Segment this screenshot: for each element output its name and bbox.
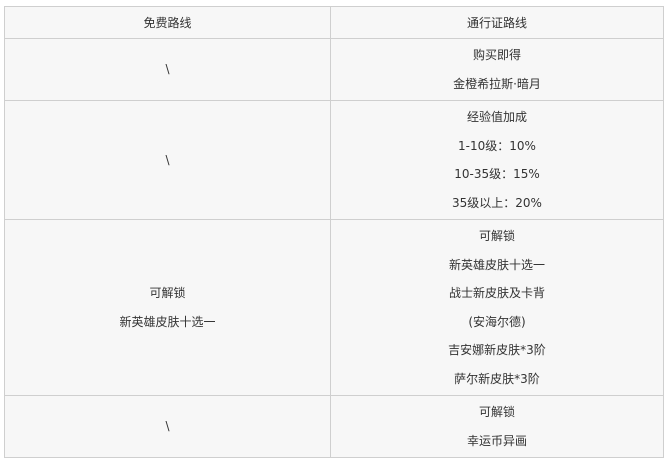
- cell-line: 10-35级：15%: [454, 167, 540, 181]
- cell-line: 新英雄皮肤十选一: [119, 314, 216, 329]
- cell-line: \: [165, 62, 170, 77]
- cell-line: 新英雄皮肤十选一: [448, 257, 545, 272]
- cell-line: 吉安娜新皮肤*3阶: [448, 343, 546, 357]
- free-route-cell: \: [4, 100, 331, 220]
- table-row: 可解锁 新英雄皮肤十选一 可解锁 新英雄皮肤十选一 战士新皮肤及卡背 (安海尔德) 吉安娜新…: [4, 219, 664, 396]
- cell-line: 购买即得: [472, 48, 521, 62]
- pass-route-cell: 可解锁 幸运币异画: [330, 395, 664, 458]
- cell-line: 萨尔新皮肤*3阶: [454, 371, 540, 386]
- table-row: \ 购买即得金橙希拉斯·暗月: [4, 38, 664, 101]
- battle-pass-rewards-table: 免费路线 通行证路线 \ 购买即得金橙希拉斯·暗月 \ 经验值加成 1-10级：10% 1…: [4, 6, 664, 458]
- cell-line: 可解锁: [478, 405, 515, 419]
- header-row: 免费路线 通行证路线: [4, 6, 664, 39]
- header-pass-route: 通行证路线: [330, 6, 664, 39]
- free-route-cell: \: [4, 38, 331, 101]
- free-route-cell: \: [4, 395, 331, 458]
- cell-line: (安海尔德): [468, 314, 526, 329]
- cell-line: \: [165, 152, 170, 167]
- table-row: \ 经验值加成 1-10级：10% 10-35级：15% 35级以上：20%: [4, 100, 664, 220]
- free-route-cell: 可解锁新英雄皮肤十选一: [4, 219, 331, 396]
- cell-line: 可解锁: [149, 286, 186, 300]
- table-row: \ 可解锁幸运币异画: [4, 395, 664, 458]
- pass-route-cell: 经验值加成 1-10级：10% 10-35级：15% 35级以上：20%: [330, 100, 664, 220]
- cell-line: 幸运币异画: [466, 433, 527, 448]
- cell-line: 战士新皮肤及卡背: [448, 286, 545, 300]
- pass-route-cell: 购买即得金橙希拉斯·暗月: [330, 38, 664, 101]
- cell-line: 1-10级：10%: [458, 138, 536, 153]
- pass-route-cell: 可解锁新英雄皮肤十选一 战士新皮肤及卡背 (安海尔德) 吉安娜新皮肤*3阶 萨尔新皮肤*…: [330, 219, 664, 396]
- cell-line: 经验值加成: [466, 110, 527, 124]
- cell-line: 金橙希拉斯·暗月: [453, 76, 541, 91]
- cell-line: 35级以上：20%: [452, 195, 542, 210]
- header-free-route: 免费路线: [4, 6, 331, 39]
- cell-line: \: [165, 419, 170, 434]
- cell-line: 可解锁: [478, 229, 515, 243]
